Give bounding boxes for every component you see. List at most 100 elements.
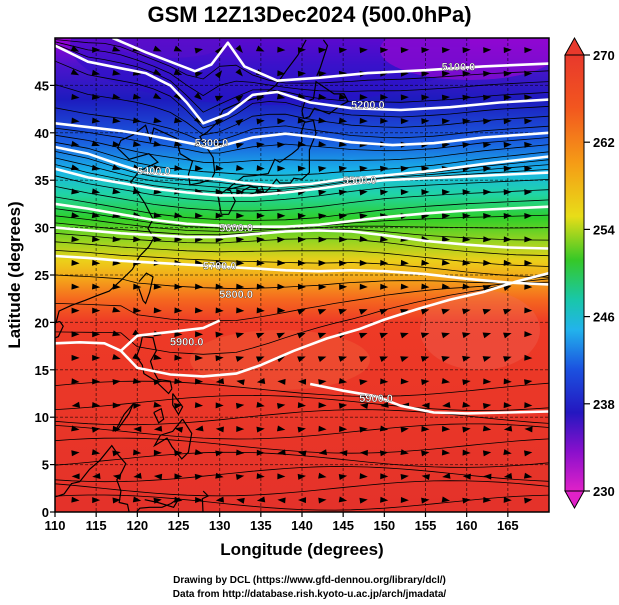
wind-arrow-head (400, 449, 409, 456)
wind-arrow-head (400, 283, 409, 290)
wind-arrow (132, 141, 142, 147)
wind-arrow (339, 236, 348, 243)
wind-arrow (339, 284, 348, 291)
wind-arrow (339, 260, 348, 267)
y-tick-label: 10 (35, 410, 49, 425)
wind-arrow (194, 283, 204, 290)
contour-label: 5900.0 (359, 393, 393, 405)
wind-arrow (277, 259, 286, 266)
wind-arrow (174, 378, 183, 385)
colorbar-tick-label: 230 (593, 484, 615, 499)
streamline (55, 451, 549, 468)
wind-arrow (380, 473, 389, 480)
wind-arrow (318, 93, 327, 100)
contour-5500 (55, 167, 549, 197)
wind-arrow (235, 142, 245, 149)
wind-arrow-head (256, 449, 265, 456)
wind-arrow-head (318, 425, 327, 432)
wind-arrow-head (132, 117, 142, 124)
wind-arrow (173, 45, 183, 52)
wind-arrow-head (318, 449, 328, 456)
wind-arrow (483, 94, 492, 101)
y-axis-ticks: 0 5 10 15 20 25 30 35 40 45 (35, 78, 55, 520)
wind-arrow (379, 356, 389, 363)
x-tick-label: 135 (250, 518, 272, 533)
wind-arrow-head (503, 70, 512, 77)
wind-arrow-head (503, 285, 512, 291)
wind-arrow (298, 450, 307, 457)
wind-arrow-head (112, 188, 121, 195)
wind-arrow (339, 425, 348, 432)
wind-arrow-head (133, 283, 142, 290)
wind-arrow (359, 497, 368, 504)
wind-arrow (441, 449, 451, 456)
wind-arrow-head (236, 212, 245, 219)
wind-arrow-head (174, 307, 183, 314)
wind-arrow (215, 259, 224, 266)
wind-arrow (524, 141, 533, 148)
wind-arrow-head (215, 331, 224, 338)
coastline (137, 272, 154, 305)
wind-arrow-head (298, 378, 307, 385)
wind-arrow-head (483, 70, 492, 77)
wind-arrow-head (277, 497, 286, 504)
wind-arrow-head (255, 332, 265, 339)
wind-arrow-head (441, 496, 451, 503)
wind-arrow (215, 426, 224, 433)
wind-arrow (318, 402, 327, 409)
wind-arrow-head (441, 377, 451, 384)
contour-label: 5900.0 (170, 336, 204, 348)
wind-arrow-head (235, 118, 244, 126)
wind-arrow-head (277, 378, 286, 385)
wind-arrow-head (276, 93, 286, 100)
wind-arrow (379, 450, 389, 457)
x-tick-label: 145 (332, 518, 354, 533)
coastline (135, 335, 173, 395)
wind-arrow-head (359, 403, 369, 410)
wind-arrow (420, 356, 430, 362)
wind-arrow (483, 378, 492, 385)
wind-arrow-head (132, 141, 142, 147)
wind-arrow-head (441, 94, 451, 101)
wind-arrow (523, 472, 533, 479)
wind-arrow (174, 117, 183, 124)
wind-arrow (441, 94, 451, 101)
wind-arrow-head (152, 69, 162, 76)
wind-arrow-head (235, 68, 243, 77)
wind-arrow (256, 496, 266, 503)
wind-arrow (235, 68, 243, 77)
wind-arrow (297, 356, 306, 363)
wind-arrow-head (297, 213, 306, 220)
wind-arrow (462, 497, 471, 504)
wind-arrow-head (524, 212, 533, 219)
credit-drawing: Drawing by DCL (https://www.gfd-dennou.o… (173, 575, 446, 586)
wind-arrow-head (236, 189, 245, 195)
wind-arrow (524, 212, 533, 219)
wind-arrow-head (132, 93, 142, 100)
wind-arrow (400, 189, 409, 196)
wind-arrow (441, 118, 451, 125)
wind-arrow-head (71, 450, 80, 457)
streamline (55, 215, 549, 232)
wind-arrow (421, 450, 430, 457)
wind-arrow (215, 331, 224, 338)
wind-arrow (112, 330, 121, 337)
wind-arrow-head (482, 403, 492, 409)
wind-arrow (482, 285, 492, 291)
wind-arrow-head (71, 307, 80, 314)
y-tick-label: 30 (35, 221, 49, 236)
wind-arrow-head (92, 378, 101, 385)
wind-arrow-head (359, 309, 368, 315)
wind-arrow-head (421, 474, 430, 481)
contour-labels: 5100.0 5200.0 5300.0 5400.0 5500.0 5600.0 5700… (137, 61, 476, 405)
wind-arrow (483, 212, 492, 219)
wind-arrow-head (214, 95, 224, 102)
wind-arrow-head (92, 473, 101, 479)
streamline (55, 60, 549, 129)
x-tick-label: 110 (45, 518, 66, 533)
wind-arrow-head (318, 70, 327, 77)
wind-arrow-head (380, 189, 389, 196)
wind-arrow-head (91, 236, 101, 243)
wind-arrow-head (503, 356, 512, 362)
